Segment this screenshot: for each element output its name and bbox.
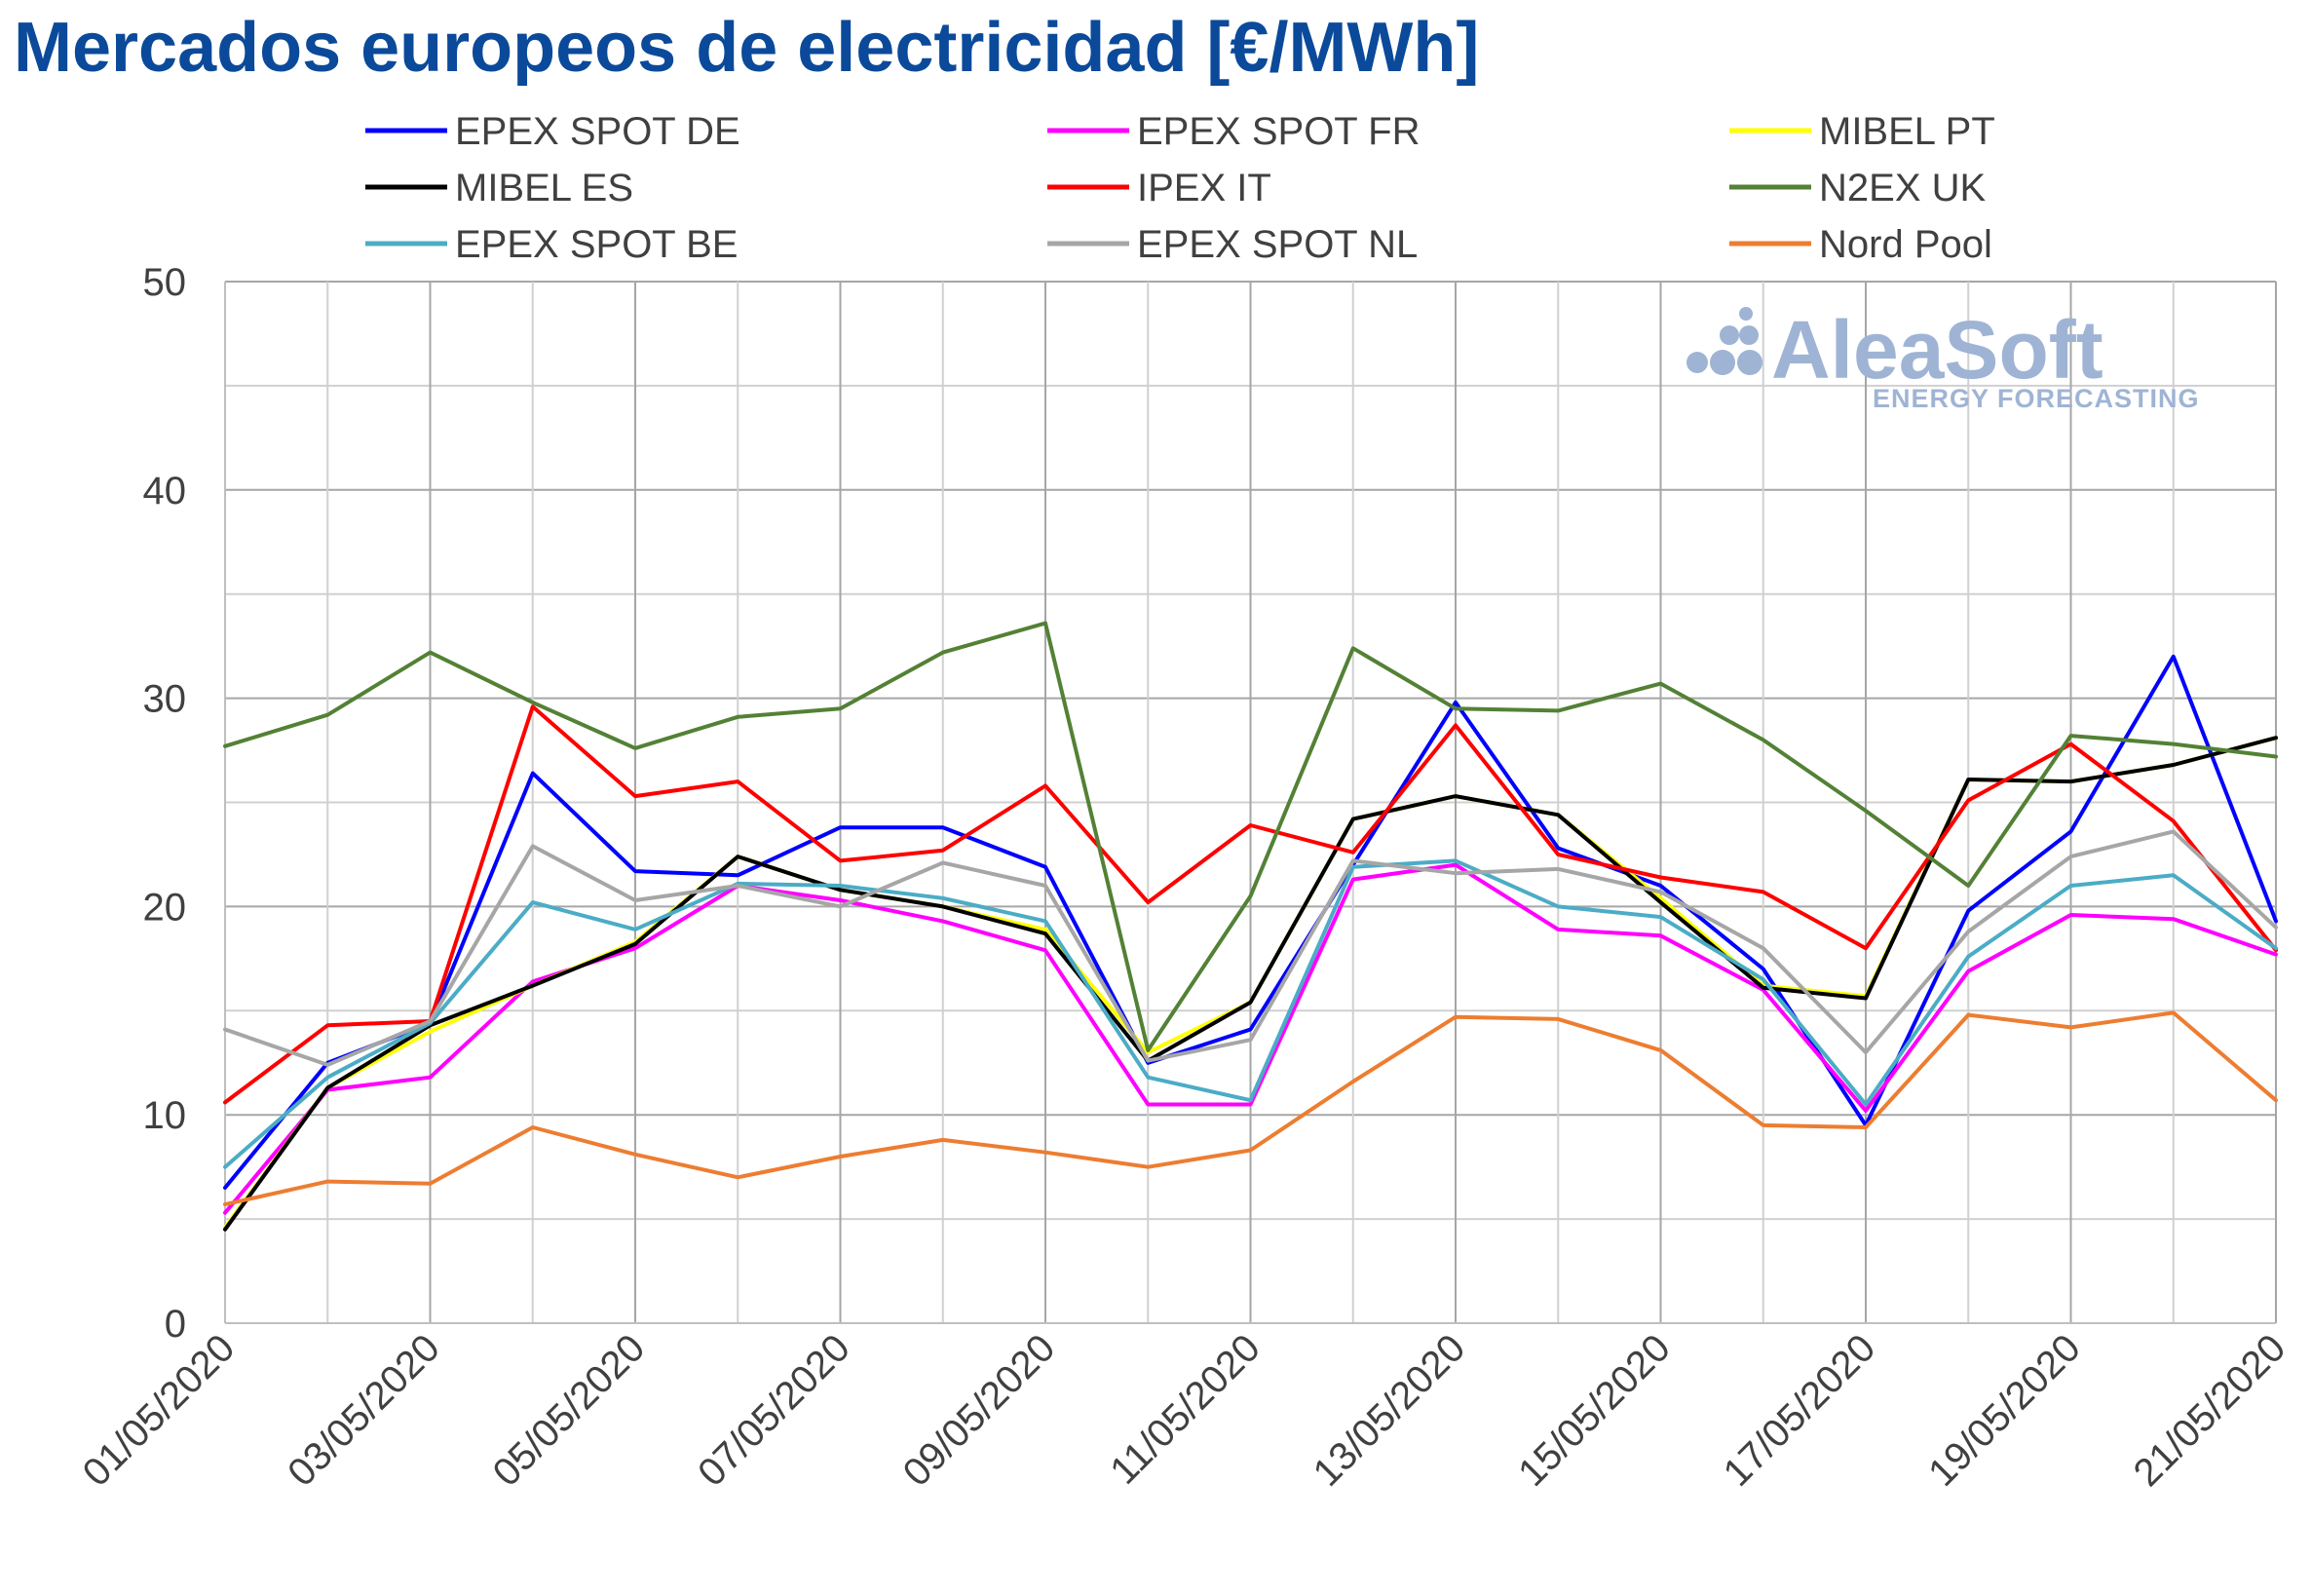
x-tick-label: 17/05/2020 [1716,1326,1884,1495]
grid-lines [224,281,2277,1324]
series-line-nord-pool [223,1010,2278,1207]
legend-label-epex-spot-de: EPEX SPOT DE [455,110,740,153]
logo-text: AleaSoft [1771,304,2103,396]
x-tick-label: 05/05/2020 [485,1326,654,1495]
series-line-epex-spot-be [223,858,2278,1169]
legend-label-mibel-pt: MIBEL PT [1819,110,1995,153]
legend-label-nord-pool: Nord Pool [1819,223,1992,266]
legend: EPEX SPOT DE EPEX SPOT FR MIBEL PT MIBEL ES… [365,110,1995,266]
x-tick-label: 01/05/2020 [75,1326,244,1495]
x-tick-label: 13/05/2020 [1306,1326,1474,1495]
axes: 0 10 20 30 40 50 01/05/2020 03/05/2020 05/05/202… [75,261,2294,1495]
x-tick-label: 19/05/2020 [1920,1326,2089,1495]
chart-title: Mercados europeos de electricidad [€/MWh… [14,9,1480,87]
x-tick-label: 15/05/2020 [1510,1326,1679,1495]
logo-dots-icon [1686,307,1762,375]
legend-label-n2ex-uk: N2EX UK [1819,167,1986,209]
x-tick-label: 03/05/2020 [280,1326,448,1495]
y-tick-label: 40 [143,470,187,513]
y-tick-label: 50 [143,261,187,304]
series-line-n2ex-uk [223,621,2278,1052]
y-tick-label: 10 [143,1094,187,1137]
x-tick-label: 07/05/2020 [690,1326,858,1495]
x-tick-label: 21/05/2020 [2126,1326,2294,1495]
legend-label-ipex-it: IPEX IT [1137,167,1271,209]
legend-label-epex-spot-be: EPEX SPOT BE [455,223,739,266]
y-tick-label: 20 [143,886,187,929]
series-line-ipex-it [223,704,2278,1105]
legend-label-mibel-es: MIBEL ES [455,167,633,209]
aleasoft-logo: AleaSoft ENERGY FORECASTING [1686,304,2200,413]
series-lines [223,621,2278,1232]
legend-label-epex-spot-fr: EPEX SPOT FR [1137,110,1420,153]
x-tick-label: 09/05/2020 [895,1326,1064,1495]
series-line-epex-spot-nl [223,829,2278,1067]
logo-subtext: ENERGY FORECASTING [1873,384,2200,413]
legend-label-epex-spot-nl: EPEX SPOT NL [1137,223,1418,266]
x-tick-label: 11/05/2020 [1102,1326,1269,1493]
y-tick-label: 0 [165,1303,186,1346]
y-tick-label: 30 [143,678,187,721]
series-line-epex-spot-de [223,654,2278,1190]
